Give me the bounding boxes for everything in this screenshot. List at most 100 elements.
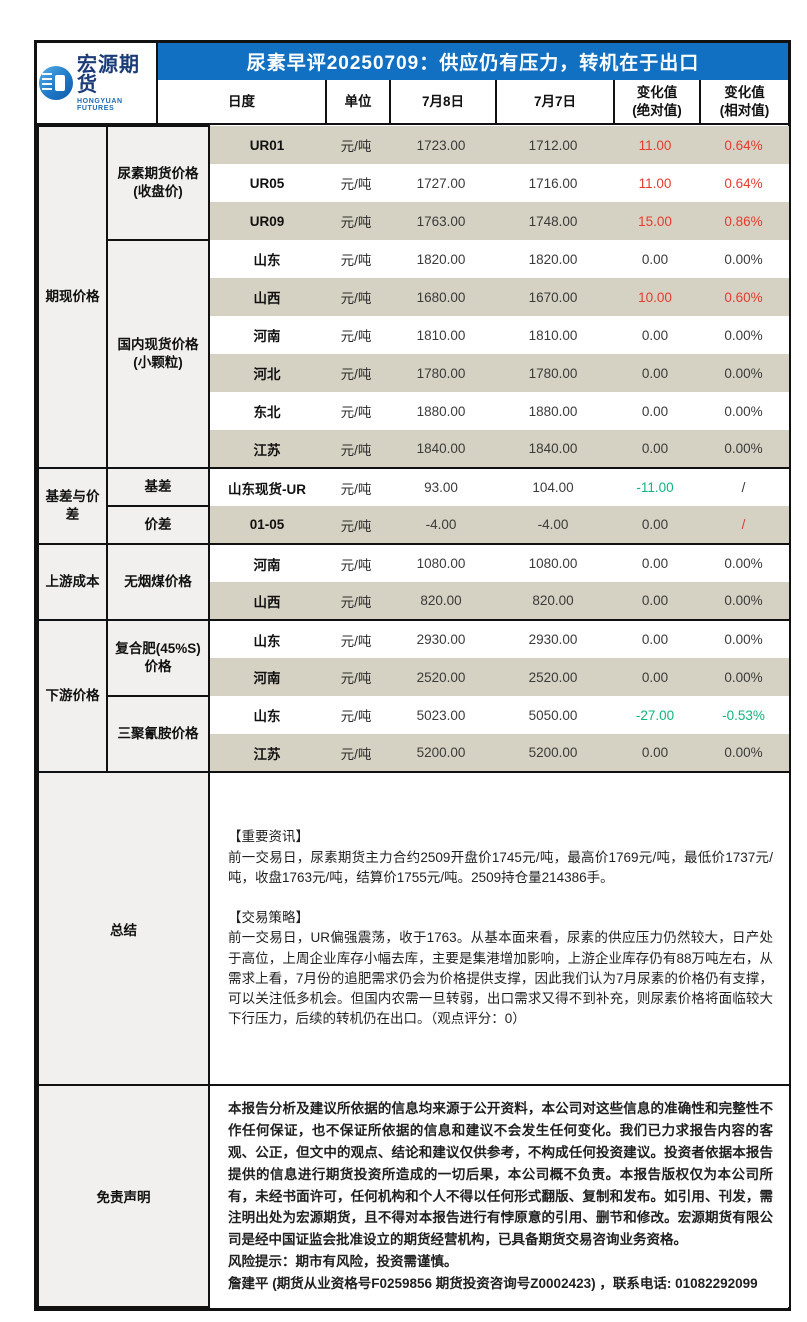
row-item: 01-05	[209, 506, 324, 545]
group-label: 国内现货价格 (小颗粒)	[106, 239, 210, 470]
row-unit: 元/吨	[324, 354, 388, 393]
summary-label: 总结	[37, 771, 210, 1087]
section-label: 下游价格	[37, 619, 108, 774]
value-jul8: 1080.00	[388, 543, 494, 583]
value-jul8: 1820.00	[388, 240, 494, 279]
change-abs: 0.00	[612, 240, 698, 279]
group-label: 基差	[106, 467, 210, 508]
col-header-unit: 单位	[325, 80, 389, 124]
value-jul8: 2930.00	[388, 619, 494, 659]
group-label: 复合肥(45%S) 价格	[106, 619, 210, 698]
value-jul7: 1780.00	[494, 354, 612, 393]
row-unit: 元/吨	[324, 619, 388, 659]
table-row: 东北 元/吨 1880.00 1880.00 0.00 0.00%	[38, 392, 789, 431]
column-headers: 日度 单位 7月8日 7月7日 变化值 (绝对值) 变化值 (相对值)	[158, 80, 788, 124]
row-item: 江苏	[209, 734, 324, 773]
group-label: 价差	[106, 505, 210, 546]
row-item: 河北	[209, 354, 324, 393]
value-jul7: 820.00	[494, 582, 612, 621]
row-unit: 元/吨	[324, 582, 388, 621]
change-abs: 0.00	[612, 354, 698, 393]
col-header-date2: 7月7日	[495, 80, 613, 124]
value-jul7: 1712.00	[494, 126, 612, 165]
row-item: UR05	[209, 164, 324, 203]
row-unit: 元/吨	[324, 392, 388, 431]
change-rel: 0.00%	[698, 734, 789, 773]
row-item: 山东	[209, 696, 324, 735]
value-jul7: 1748.00	[494, 202, 612, 241]
change-abs: 11.00	[612, 126, 698, 165]
value-jul8: 1680.00	[388, 278, 494, 317]
logo: 宏源期货 HONGYUAN FUTURES	[37, 43, 158, 124]
row-item: 山东	[209, 240, 324, 279]
value-jul7: 1810.00	[494, 316, 612, 355]
strategy-body: 前一交易日，UR偏强震荡，收于1763。从基本面来看，尿素的供应压力仍然较大，日…	[228, 930, 773, 1027]
row-unit: 元/吨	[324, 467, 388, 507]
group-label: 无烟煤价格	[106, 543, 210, 622]
value-jul8: 1840.00	[388, 430, 494, 469]
section-label: 基差与价差	[37, 467, 108, 546]
change-rel: 0.00%	[698, 240, 789, 279]
disclaimer-body: 本报告分析及建议所依据的信息均来源于公开资料，本公司对这些信息的准确性和完整性不…	[228, 1101, 773, 1248]
row-unit: 元/吨	[324, 240, 388, 279]
disclaimer-content: 本报告分析及建议所依据的信息均来源于公开资料，本公司对这些信息的准确性和完整性不…	[209, 1084, 789, 1307]
row-item: 山西	[209, 278, 324, 317]
value-jul8: 1723.00	[388, 126, 494, 165]
risk-warning: 风险提示：期市有风险，投资需谨慎。	[228, 1254, 458, 1270]
row-item: 河南	[209, 543, 324, 583]
value-jul8: 5023.00	[388, 696, 494, 735]
value-jul8: 93.00	[388, 467, 494, 507]
change-abs: 0.00	[612, 734, 698, 773]
change-rel: 0.64%	[698, 126, 789, 165]
change-rel: /	[698, 506, 789, 545]
row-item: UR09	[209, 202, 324, 241]
strategy-title: 【交易策略】	[228, 910, 309, 926]
row-item: 东北	[209, 392, 324, 431]
change-rel: 0.60%	[698, 278, 789, 317]
change-rel: 0.00%	[698, 430, 789, 469]
row-unit: 元/吨	[324, 278, 388, 317]
change-rel: 0.00%	[698, 392, 789, 431]
value-jul8: 1810.00	[388, 316, 494, 355]
table-row: 山西 元/吨 1680.00 1670.00 10.00 0.60%	[38, 278, 789, 317]
change-abs: 0.00	[612, 543, 698, 583]
value-jul7: 1820.00	[494, 240, 612, 279]
change-rel: 0.64%	[698, 164, 789, 203]
disclaimer-label: 免责声明	[37, 1084, 210, 1308]
section-label: 期现价格	[37, 125, 108, 470]
row-item: UR01	[209, 126, 324, 165]
value-jul7: 1716.00	[494, 164, 612, 203]
change-abs: 0.00	[612, 316, 698, 355]
table-row: 河南 元/吨 2520.00 2520.00 0.00 0.00%	[38, 658, 789, 697]
col-header-change-abs: 变化值 (绝对值)	[613, 80, 699, 124]
table-row: 上游成本 无烟煤价格 河南 元/吨 1080.00 1080.00 0.00 0…	[37, 543, 789, 622]
report-sheet: 宏源期货 HONGYUAN FUTURES 尿素早评20250709：供应仍有压…	[34, 40, 791, 1311]
value-jul7: 104.00	[494, 467, 612, 507]
row-unit: 元/吨	[324, 734, 388, 773]
row-unit: 元/吨	[324, 164, 388, 203]
change-abs: 0.00	[612, 582, 698, 621]
value-jul8: 1880.00	[388, 392, 494, 431]
table-row: 国内现货价格 (小颗粒) 山东 元/吨 1820.00 1820.00 0.00…	[38, 239, 789, 470]
change-abs: 0.00	[612, 506, 698, 545]
table-row: UR05 元/吨 1727.00 1716.00 11.00 0.64%	[38, 164, 789, 203]
change-rel: 0.00%	[698, 658, 789, 697]
change-rel: 0.00%	[698, 543, 789, 583]
table-row: UR09 元/吨 1763.00 1748.00 15.00 0.86%	[38, 202, 789, 241]
change-abs: 11.00	[612, 164, 698, 203]
news-body: 前一交易日，尿素期货主力合约2509开盘价1745元/吨，最高价1769元/吨，…	[228, 849, 773, 885]
row-item: 江苏	[209, 430, 324, 469]
value-jul7: 5050.00	[494, 696, 612, 735]
change-abs: 0.00	[612, 430, 698, 469]
logo-subtitle: HONGYUAN FUTURES	[77, 97, 123, 112]
section-label: 上游成本	[37, 543, 108, 622]
value-jul8: 2520.00	[388, 658, 494, 697]
change-rel: 0.00%	[698, 316, 789, 355]
row-item: 山西	[209, 582, 324, 621]
value-jul8: 1727.00	[388, 164, 494, 203]
value-jul7: 1670.00	[494, 278, 612, 317]
change-abs: 15.00	[612, 202, 698, 241]
value-jul7: 2930.00	[494, 619, 612, 659]
row-unit: 元/吨	[324, 202, 388, 241]
row-unit: 元/吨	[324, 316, 388, 355]
